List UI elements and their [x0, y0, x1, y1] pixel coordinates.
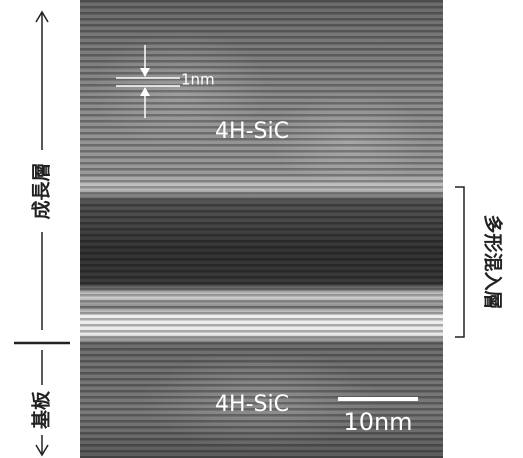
small-scale-label: 1nm	[181, 71, 215, 89]
tem-image	[80, 0, 443, 458]
substrate-label: 基板	[30, 390, 53, 430]
growth-layer-label: 成長層	[30, 162, 53, 219]
bottom-material-label: 4H-SiC	[215, 392, 289, 417]
mixed-layer-label: 多形混入層	[482, 214, 505, 309]
top-material-label: 4H-SiC	[215, 119, 289, 144]
figure: 1nm 4H-SiC 4H-SiC 10nm 成長層 基板 多形混入層	[0, 0, 523, 458]
mixed-layer-bracket	[455, 187, 464, 337]
left-annotation	[14, 12, 70, 455]
scale-bar-label: 10nm	[343, 408, 412, 436]
